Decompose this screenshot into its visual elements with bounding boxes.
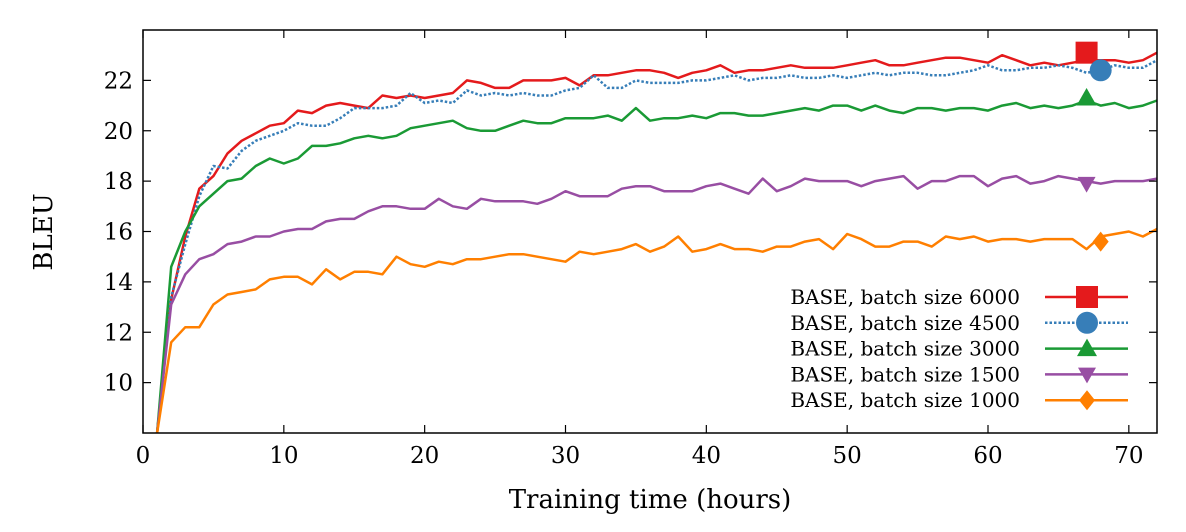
- y-tick-label: 20: [104, 119, 133, 145]
- y-tick-label: 18: [104, 169, 133, 195]
- axis-ticks: 0 10 20 30 40 50 60 70 10 12 14 16 18 20 22: [104, 30, 1157, 469]
- series-line-3: [155, 99, 1158, 434]
- legend-label-3: BASE, batch size 3000: [790, 337, 1020, 361]
- plot-lines: [155, 41, 1158, 434]
- x-tick-label: 70: [1114, 443, 1143, 469]
- legend-marker-2: [1076, 311, 1098, 334]
- series-marker-1: [1075, 41, 1098, 64]
- y-tick-label: 16: [104, 220, 133, 246]
- x-tick-label: 60: [973, 443, 1002, 469]
- legend-marker-5: [1079, 390, 1095, 411]
- y-tick-label: 22: [104, 68, 133, 94]
- x-tick-label: 0: [136, 443, 151, 469]
- series-marker-5: [1092, 231, 1109, 252]
- series-marker-4: [1077, 176, 1096, 193]
- series-marker-3: [1076, 88, 1097, 106]
- legend-label-2: BASE, batch size 4500: [790, 311, 1020, 335]
- x-tick-label: 10: [269, 443, 298, 469]
- legend-marker-4: [1078, 367, 1096, 384]
- x-axis-title: Training time (hours): [509, 485, 792, 515]
- legend-marker-3: [1077, 338, 1097, 357]
- y-tick-label: 10: [104, 371, 133, 397]
- y-tick-label: 12: [104, 320, 133, 346]
- x-tick-label: 30: [551, 443, 580, 469]
- legend-marker-1: [1076, 286, 1098, 308]
- legend-label-1: BASE, batch size 6000: [790, 285, 1020, 309]
- legend-label-4: BASE, batch size 1500: [790, 362, 1020, 386]
- y-tick-label: 14: [104, 270, 133, 296]
- series-line-5: [155, 227, 1158, 434]
- legend-label-5: BASE, batch size 1000: [790, 388, 1020, 412]
- x-tick-label: 20: [410, 443, 439, 469]
- x-tick-label: 50: [833, 443, 862, 469]
- series-line-2: [155, 59, 1158, 434]
- x-tick-label: 40: [692, 443, 721, 469]
- y-axis-title: BLEU: [29, 193, 59, 270]
- series-line-4: [155, 174, 1158, 434]
- series-marker-2: [1089, 59, 1112, 82]
- series-line-1: [155, 51, 1158, 434]
